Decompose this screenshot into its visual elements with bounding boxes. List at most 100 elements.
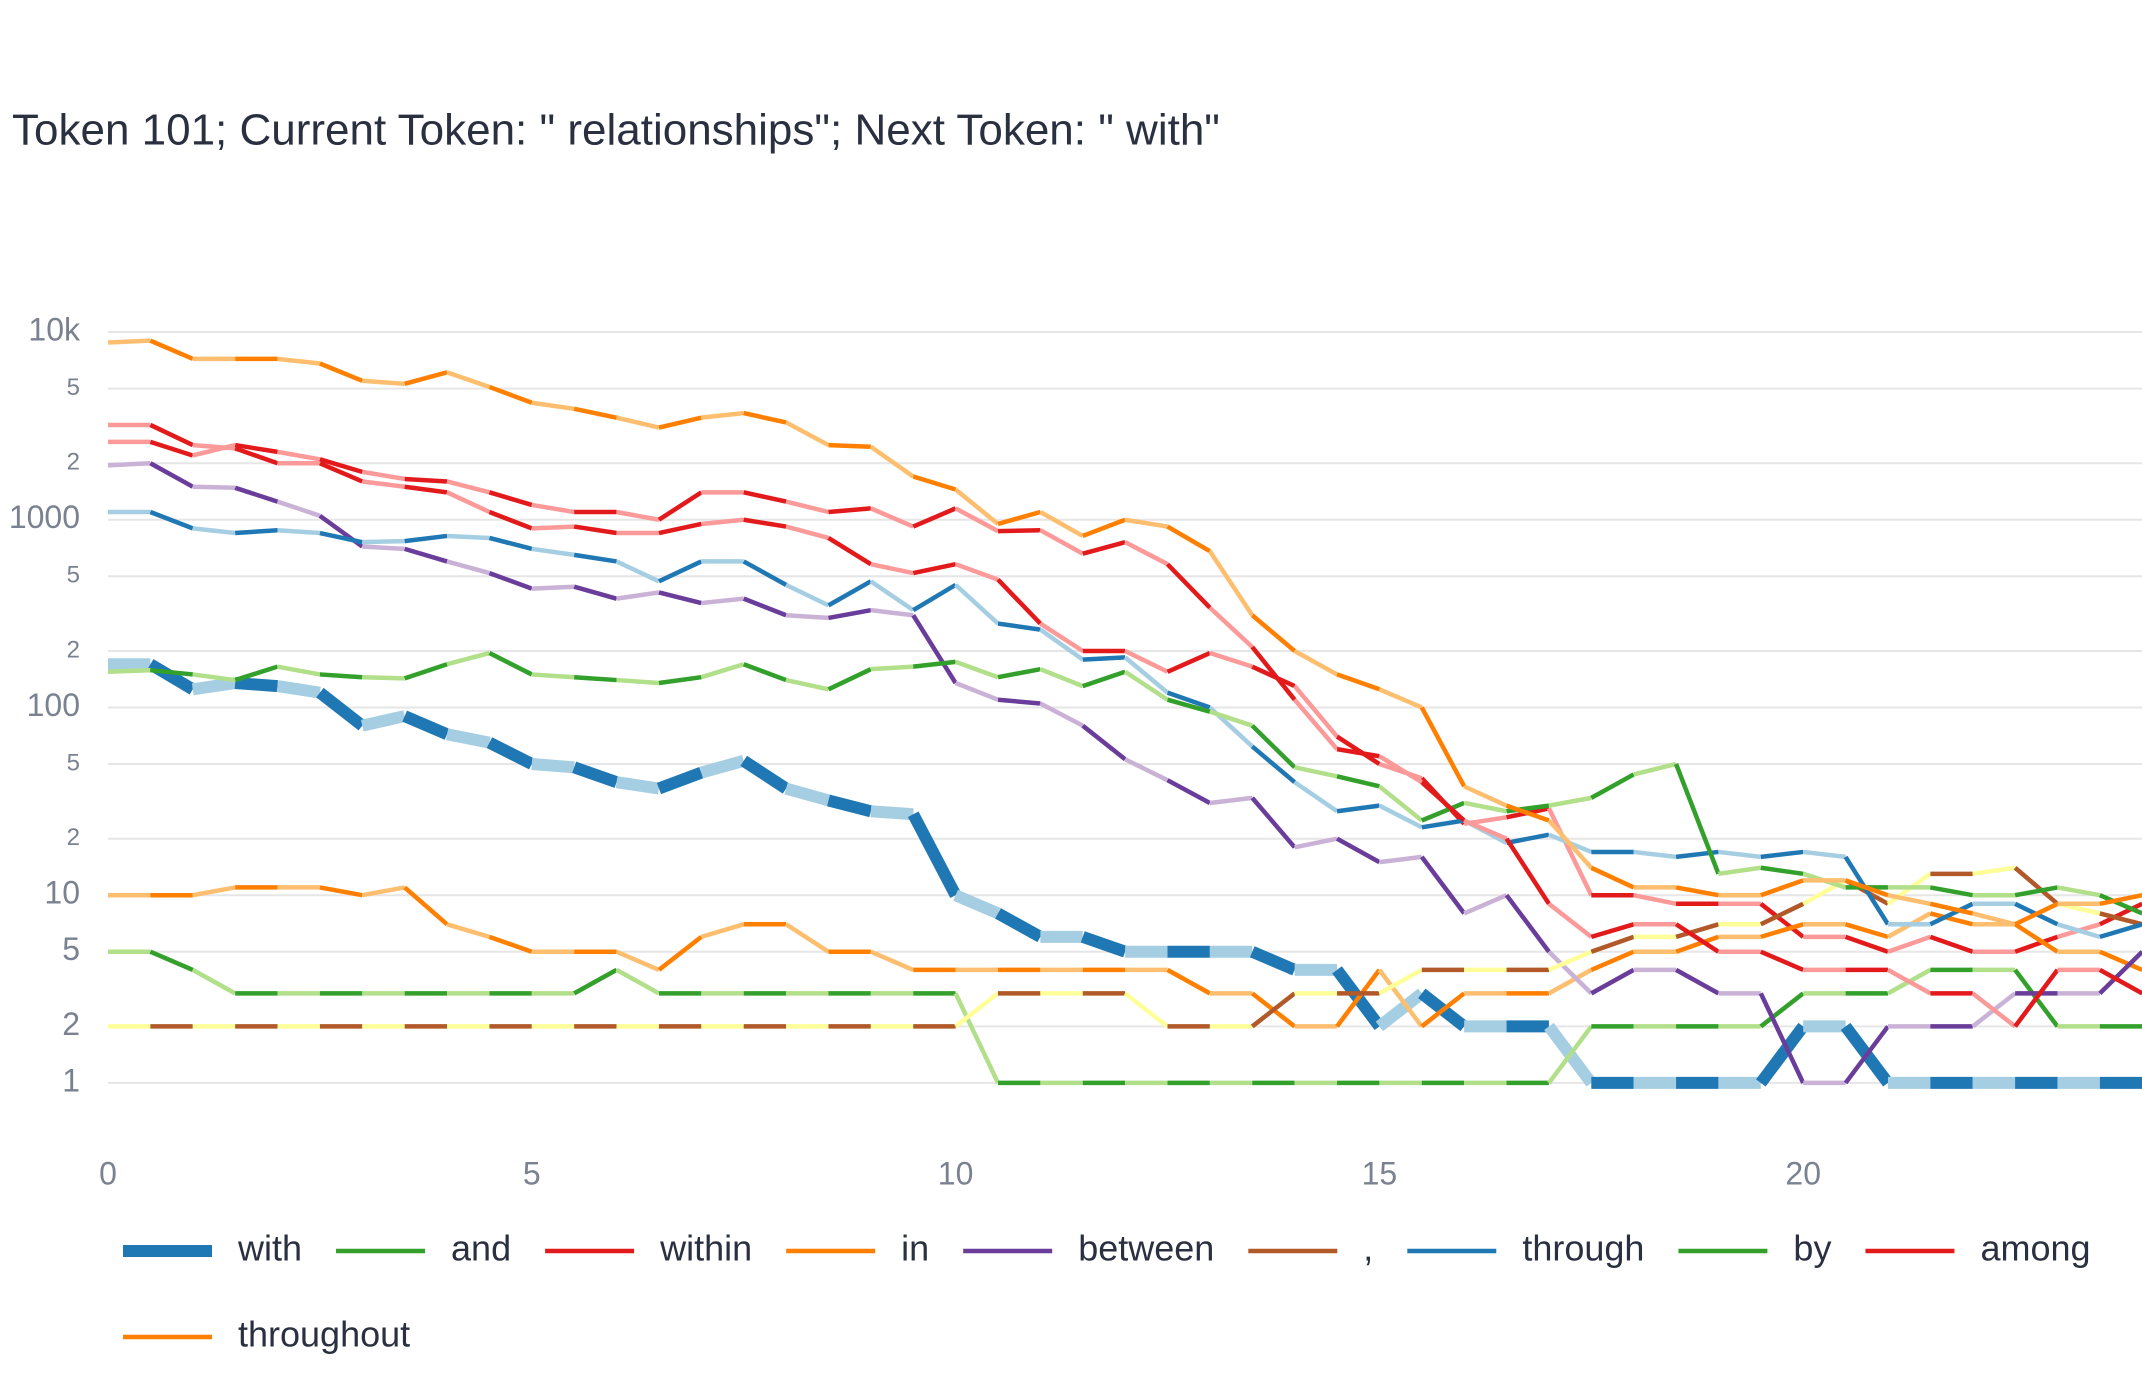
y-tick-label: 1 [62,1062,80,1098]
line-segment [1674,967,1720,996]
line-segment [572,761,619,788]
line-segment [1590,772,1635,800]
line-segment [107,667,151,675]
line-segment [1504,837,1551,906]
line-segment [1039,701,1084,728]
line-segment [658,674,702,686]
line-segment [1250,645,1297,702]
line-segment [277,664,321,677]
line-segment [870,664,914,672]
line-segment [1463,800,1507,814]
line-segment [828,442,871,449]
legend-item: by [1678,1228,1831,1269]
line-segment [2099,911,2142,927]
line-segment [1675,934,1720,954]
line-segment [488,570,533,591]
legend-item: with [123,1228,302,1269]
line-segment [446,533,490,541]
line-segment [1802,849,1846,860]
line-segment [1208,606,1254,649]
line-segment [1547,819,1593,870]
line-segment [1504,893,1551,954]
y-tick-label: 10 [44,875,80,911]
line-segment [785,524,830,541]
line-segment [1250,991,1297,1029]
line-segment [234,677,278,693]
line-segment [1250,796,1297,849]
line-segment [740,755,790,794]
line-segment [997,697,1041,706]
line-segment [1335,968,1382,1028]
line-segment [1547,950,1593,995]
line-segment [784,782,831,807]
line-segment [1929,911,1974,927]
line-segment [615,967,661,996]
line-segment [2014,934,2059,954]
line-segment [1336,746,1380,759]
line-segment [1420,991,1466,1029]
line-segment [828,506,872,515]
line-segment [1759,901,1805,927]
line-segment [1760,865,1804,877]
line-segment [658,521,702,536]
line-segment [1039,510,1084,538]
line-segment [319,672,363,680]
line-segment [1675,885,1719,898]
line-segment [362,538,405,545]
y-tick-label: 1000 [9,499,80,535]
line-segment [1929,901,1974,927]
line-segment [277,356,321,366]
line-segment [1844,922,1889,940]
line-segment [869,579,915,613]
line-segment [699,755,746,779]
line-segment [1081,723,1127,762]
line-segment [742,559,788,587]
line-segment [1165,562,1212,610]
line-segment [743,410,787,425]
line-segment [404,533,448,544]
line-segment [997,527,1041,534]
line-segment [2098,967,2142,996]
line-segment [1375,988,1426,1032]
line-segment [1547,1025,1594,1085]
line-segment [1756,1022,1809,1087]
line-segment [1378,967,1423,996]
line-segment [319,885,363,898]
line-segment [2099,893,2142,907]
y-tick-label: 100 [27,687,80,723]
line-segment [785,613,829,621]
line-segment [616,590,660,601]
line-segment [1759,949,1805,972]
line-segment [1590,967,1635,996]
line-segment [403,662,448,681]
line-segment [700,922,745,940]
line-segment [319,461,364,484]
line-segment [1929,885,1974,898]
line-segment [446,370,491,390]
line-segment [149,338,194,361]
line-segment [1166,697,1211,714]
legend-label: , [1363,1228,1373,1269]
line-segment [1166,524,1212,554]
line-segment [1039,627,1085,662]
line-segment [912,659,956,669]
line-segment [1335,836,1381,865]
line-segment [276,680,321,699]
line-segment [616,415,660,430]
line-segment [1081,517,1126,539]
line-segment [615,559,660,584]
line-segment [1419,855,1466,915]
line-segment [404,484,448,495]
line-segment [1124,757,1169,783]
line-segment [1379,854,1423,865]
line-segment [1336,774,1380,789]
line-segment [743,490,787,504]
line-segment [827,536,873,567]
line-segment [869,444,915,479]
line-segment [997,666,1041,680]
line-segment [954,583,1000,626]
line-segment [362,544,405,552]
line-segment [277,527,321,536]
line-segment [402,710,450,740]
line-segment [1419,706,1467,788]
